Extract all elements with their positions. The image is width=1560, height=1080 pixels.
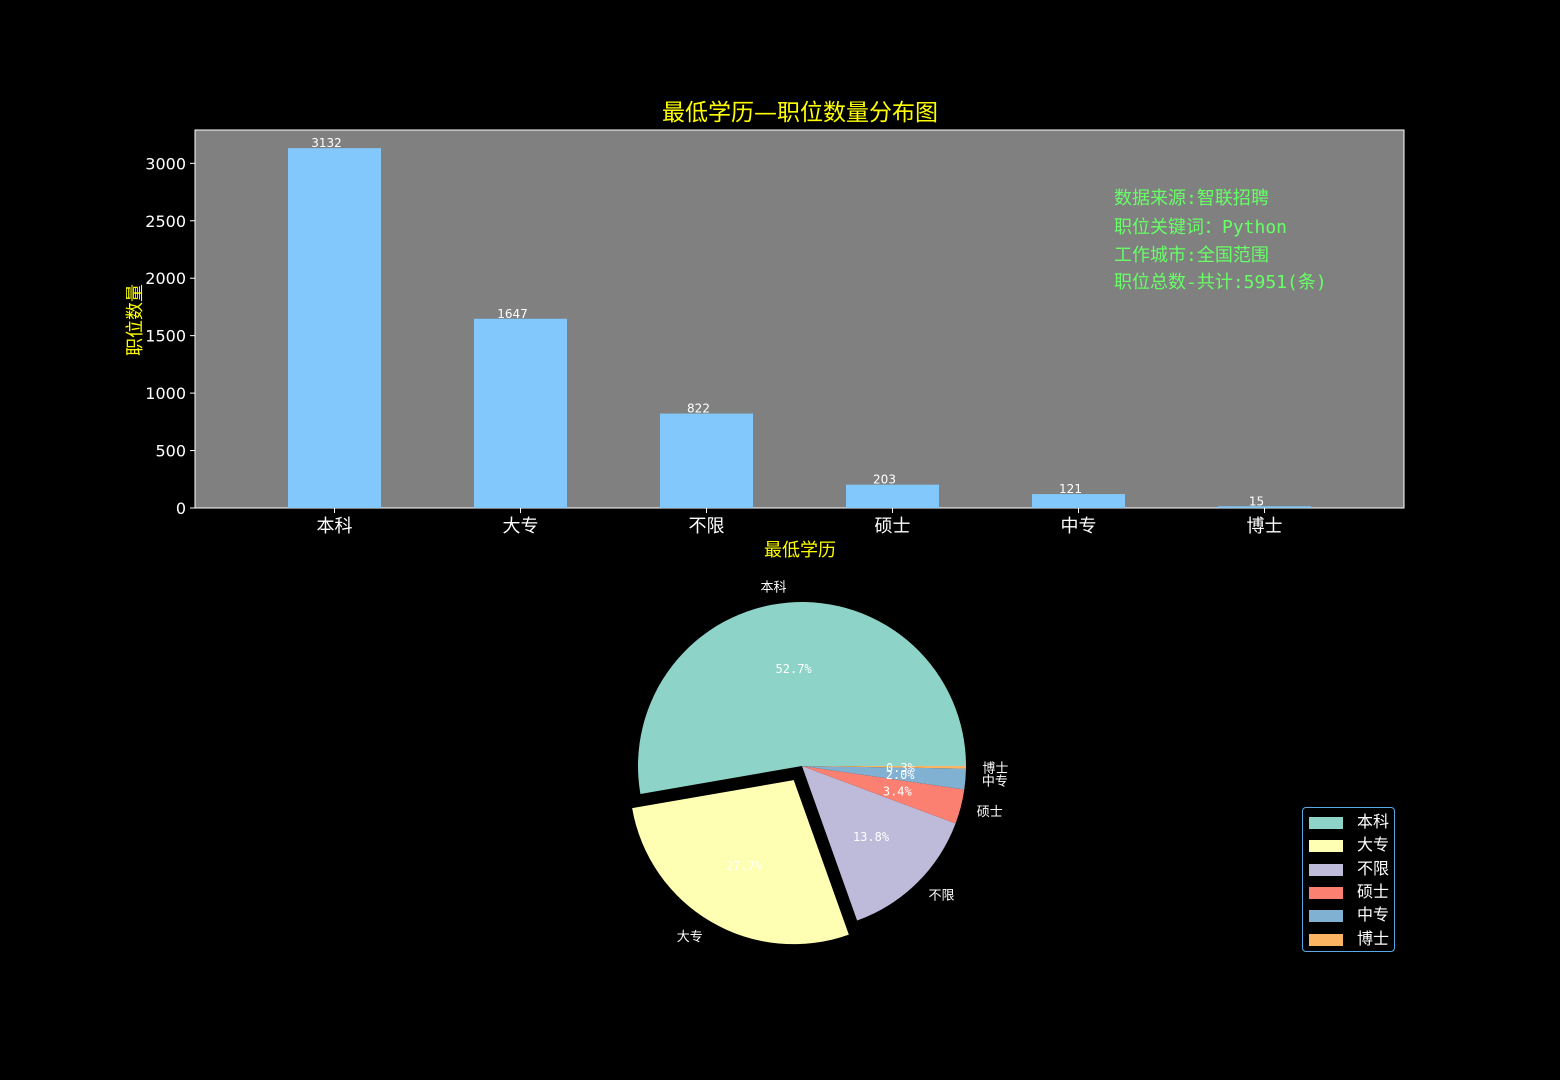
bar-不限	[660, 413, 753, 508]
annotation-total: 职位总数-共计:5951(条)	[1114, 272, 1327, 293]
pie-category-label: 不限	[929, 889, 955, 904]
pie-slice-本科	[637, 601, 966, 794]
legend-label: 大专	[1357, 835, 1390, 855]
legend-entry-博士: 博士	[1309, 929, 1393, 949]
y-tick-label: 3000	[145, 154, 186, 173]
legend-entry-不限: 不限	[1309, 859, 1393, 879]
bar-data-label: 822	[687, 402, 710, 416]
legend-label: 不限	[1357, 858, 1390, 878]
bar-data-labels: 3132 1647 822 203 121 15	[311, 136, 1264, 508]
pie-category-label: 博士	[982, 761, 1008, 776]
annotation-city: 工作城市:全国范围	[1114, 245, 1269, 266]
legend-entry-硕士: 硕士	[1309, 882, 1393, 902]
bar-中专	[1032, 494, 1125, 508]
bar-硕士	[846, 484, 939, 508]
y-axis-label: 职位数量	[125, 284, 146, 356]
pie-category-label: 硕士	[977, 805, 1003, 820]
pie-category-label: 中专	[982, 774, 1008, 789]
pie-labels: 本科 52.7% 大专 27.7% 不限 13.8% 硕士 3.4% 中专 2.0% 博士 0.3%	[677, 580, 1009, 945]
x-tick-label: 中专	[1061, 516, 1097, 537]
bar-series	[288, 148, 1311, 508]
pie-percent-label: 3.4%	[883, 784, 913, 798]
y-tick-label: 2000	[145, 269, 186, 288]
bar-plot-area	[194, 129, 1405, 509]
pie-percent-label: 13.8%	[853, 830, 890, 844]
x-axis-label: 最低学历	[764, 540, 836, 561]
bar-chart-title: 最低学历—职位数量分布图	[662, 100, 938, 126]
x-tick-label: 本科	[317, 516, 353, 537]
pie-percent-label: 0.3%	[886, 761, 916, 775]
bar-data-label: 121	[1059, 482, 1082, 496]
pie-slice-中专	[802, 766, 966, 790]
y-axis-ticks: 0 500 1000 1500 2000 2500 3000	[145, 154, 195, 518]
bar-data-label: 203	[873, 473, 896, 487]
legend-swatch	[1309, 886, 1343, 899]
pie-slice-不限	[802, 766, 956, 921]
bar-博士	[1218, 506, 1311, 508]
x-tick-label: 硕士	[875, 516, 911, 537]
pie-category-label: 大专	[677, 930, 703, 945]
pie-percent-label: 52.7%	[776, 662, 813, 676]
legend-label: 中专	[1357, 905, 1390, 925]
bar-data-label: 1647	[497, 307, 528, 321]
annotation-source: 数据来源:智联招聘	[1114, 188, 1269, 209]
x-tick-label: 不限	[689, 516, 725, 537]
bar-大专	[474, 318, 567, 508]
legend-swatch	[1309, 817, 1343, 829]
legend-entry-大专: 大专	[1309, 835, 1393, 855]
bar-data-label: 15	[1249, 494, 1264, 508]
annotation-keyword: 职位关键词：Python	[1114, 217, 1287, 238]
pie-legend: 本科大专不限硕士中专博士	[1302, 807, 1395, 952]
pie-percent-label: 27.7%	[726, 859, 763, 873]
legend-swatch	[1309, 840, 1343, 853]
y-tick-label: 1500	[145, 327, 186, 346]
y-tick-label: 2500	[145, 212, 186, 231]
y-tick-label: 500	[155, 442, 186, 461]
legend-swatch	[1309, 910, 1343, 923]
pie-category-label: 本科	[761, 580, 787, 595]
legend-swatch	[1309, 863, 1343, 876]
y-tick-label: 0	[176, 499, 186, 518]
x-tick-label: 大专	[503, 516, 539, 537]
legend-entry-本科: 本科	[1309, 812, 1393, 832]
legend-entry-中专: 中专	[1309, 905, 1393, 925]
bar-本科	[288, 148, 381, 508]
legend-label: 博士	[1357, 928, 1390, 948]
x-tick-label: 博士	[1247, 516, 1283, 537]
pie-slice-大专	[632, 780, 849, 945]
pie-slice-博士	[802, 766, 966, 769]
x-axis-ticks: 本科 大专 不限 硕士 中专 博士	[317, 508, 1283, 537]
pie-slice-硕士	[802, 766, 965, 824]
legend-swatch	[1309, 933, 1343, 946]
pie-chart	[632, 601, 966, 945]
legend-label: 本科	[1357, 812, 1390, 831]
bar-data-label: 3132	[311, 136, 342, 150]
y-tick-label: 1000	[145, 384, 186, 403]
pie-percent-label: 2.0%	[886, 768, 916, 782]
legend-label: 硕士	[1357, 881, 1390, 901]
